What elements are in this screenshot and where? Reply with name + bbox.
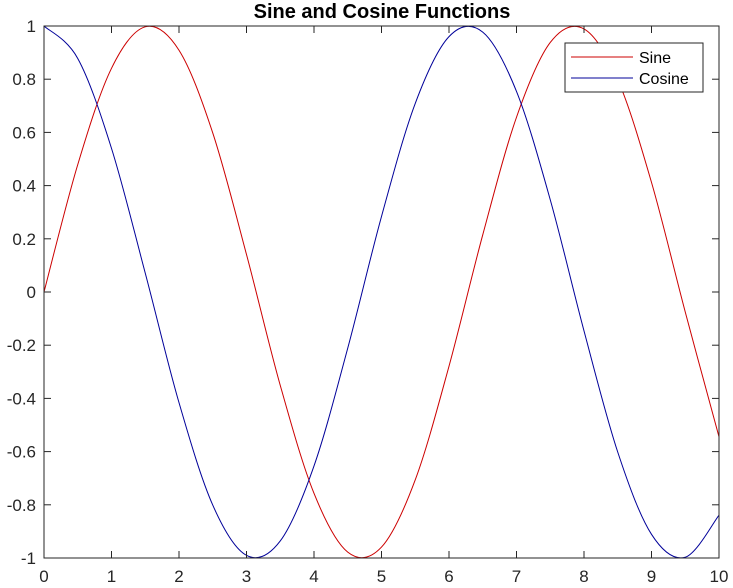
y-tick-label: 0 (27, 283, 36, 302)
y-tick-label: -0.2 (7, 336, 36, 355)
x-tick-label: 3 (242, 567, 251, 586)
chart-title: Sine and Cosine Functions (254, 1, 511, 23)
y-tick-label: 0.4 (12, 177, 36, 196)
plot-frame (43, 25, 720, 559)
x-tick-label: 9 (647, 567, 656, 586)
y-tick-label: -0.8 (7, 496, 36, 515)
series-line-sine (43, 25, 720, 559)
x-tick-label: 10 (710, 567, 729, 586)
y-tick-label: 0.6 (12, 123, 36, 142)
axes-layer: 0 1 2 3 4 5 6 7 8 9 10 1 0.8 0.6 0.4 0.2 0 -0.2 -0.4 -0.6 -0… (7, 17, 729, 586)
y-tick-label: -0.4 (7, 389, 36, 408)
x-tick-label: 4 (309, 567, 318, 586)
x-tick-label: 8 (579, 567, 588, 586)
x-tick-label: 2 (174, 567, 183, 586)
y-tick-label: 0.2 (12, 230, 36, 249)
legend: Sine Cosine (564, 42, 704, 93)
x-tick-label: 1 (107, 567, 116, 586)
series-layer (43, 25, 720, 559)
y-tick-label: -1 (21, 549, 36, 568)
x-tick-label: 6 (444, 567, 453, 586)
legend-label-cosine: Cosine (639, 71, 689, 88)
y-tick-label: 0.8 (12, 70, 36, 89)
y-tick-label: 1 (27, 17, 36, 36)
x-tick-label: 5 (377, 567, 386, 586)
legend-label-sine: Sine (639, 50, 671, 67)
series-line-cosine (43, 25, 720, 559)
x-tick-label: 0 (39, 567, 48, 586)
x-tick-label: 7 (512, 567, 521, 586)
y-tick-label: -0.6 (7, 443, 36, 462)
legend-box (564, 42, 704, 93)
